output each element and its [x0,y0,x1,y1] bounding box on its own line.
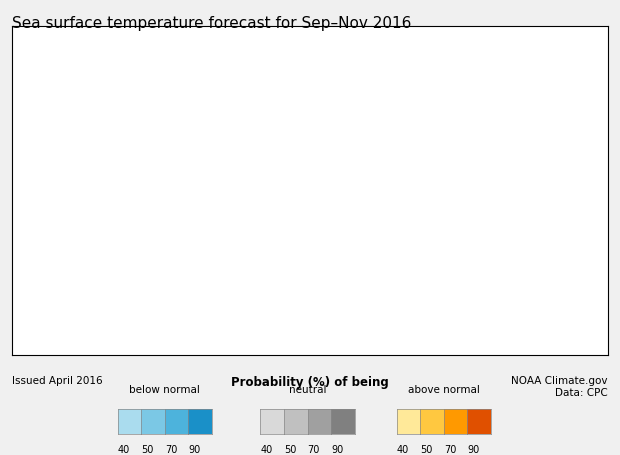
Text: 40: 40 [118,444,130,454]
Text: neutral: neutral [289,384,326,394]
Text: 50: 50 [284,444,296,454]
Text: 40: 40 [260,444,273,454]
Text: 40: 40 [397,444,409,454]
Text: NOAA Climate.gov
Data: CPC: NOAA Climate.gov Data: CPC [511,375,608,397]
Text: Probability (%) of being: Probability (%) of being [231,375,389,389]
Text: 90: 90 [331,444,343,454]
Text: 50: 50 [420,444,433,454]
Text: 70: 70 [165,444,177,454]
Text: 90: 90 [188,444,201,454]
Text: 90: 90 [467,444,480,454]
Text: 70: 70 [444,444,456,454]
Text: 70: 70 [308,444,320,454]
Text: below normal: below normal [130,384,200,394]
Text: above normal: above normal [408,384,480,394]
Text: 50: 50 [141,444,154,454]
Text: Sea surface temperature forecast for Sep–Nov 2016: Sea surface temperature forecast for Sep… [12,16,412,31]
Text: Issued April 2016: Issued April 2016 [12,375,103,385]
